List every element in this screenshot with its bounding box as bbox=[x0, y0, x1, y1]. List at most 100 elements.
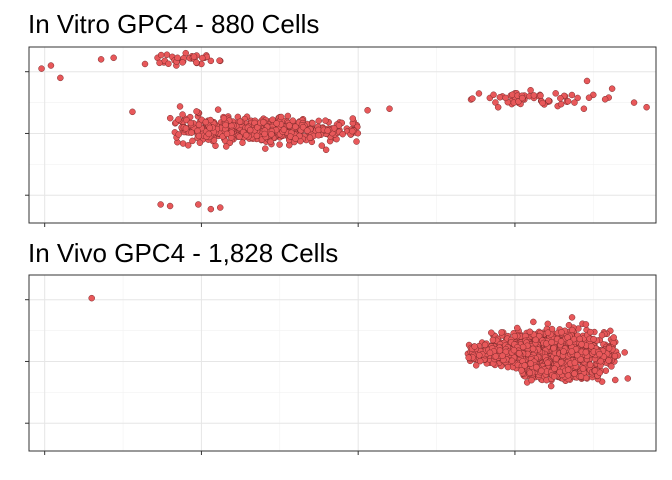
data-point bbox=[276, 141, 283, 148]
data-point bbox=[476, 357, 484, 365]
data-point bbox=[557, 359, 565, 366]
data-point bbox=[498, 329, 505, 336]
data-point bbox=[565, 321, 573, 329]
data-point bbox=[598, 332, 606, 339]
grid-lines bbox=[29, 275, 656, 451]
data-point bbox=[518, 367, 525, 374]
data-point bbox=[571, 370, 578, 377]
points bbox=[88, 294, 632, 390]
data-point bbox=[499, 352, 506, 360]
data-point bbox=[630, 99, 638, 106]
data-point bbox=[596, 350, 603, 358]
data-point bbox=[174, 54, 181, 62]
panel-border bbox=[28, 46, 657, 224]
data-point bbox=[364, 107, 371, 114]
data-point bbox=[605, 357, 612, 364]
data-point bbox=[166, 202, 174, 210]
data-point bbox=[188, 129, 195, 136]
data-point bbox=[519, 343, 527, 351]
data-point bbox=[496, 347, 504, 354]
data-point bbox=[578, 341, 585, 348]
data-point bbox=[587, 328, 594, 336]
data-point bbox=[268, 131, 275, 138]
data-point bbox=[175, 116, 182, 123]
data-point bbox=[284, 112, 292, 120]
data-point bbox=[504, 363, 512, 371]
data-point bbox=[564, 98, 572, 105]
data-point bbox=[568, 91, 576, 99]
data-point bbox=[210, 137, 218, 144]
data-point bbox=[322, 146, 330, 154]
data-point bbox=[292, 123, 299, 131]
data-point bbox=[588, 343, 595, 350]
data-point bbox=[544, 359, 551, 367]
data-point bbox=[349, 127, 356, 135]
data-point bbox=[339, 130, 346, 138]
data-point bbox=[586, 361, 594, 368]
data-point bbox=[530, 92, 538, 99]
data-point bbox=[513, 324, 521, 332]
data-point bbox=[195, 121, 203, 129]
data-point bbox=[216, 57, 223, 64]
data-point bbox=[471, 343, 478, 350]
data-point bbox=[304, 127, 311, 134]
data-point bbox=[568, 348, 575, 355]
data-point bbox=[489, 336, 497, 344]
data-point bbox=[206, 124, 213, 132]
data-point bbox=[286, 122, 293, 129]
data-point bbox=[550, 373, 558, 380]
data-point bbox=[611, 352, 619, 360]
data-point bbox=[193, 108, 200, 115]
data-point bbox=[621, 349, 628, 356]
data-point bbox=[324, 127, 331, 134]
data-point bbox=[318, 142, 326, 149]
data-point bbox=[527, 360, 534, 367]
data-point bbox=[129, 108, 136, 116]
data-point bbox=[550, 344, 557, 352]
data-point bbox=[465, 354, 472, 361]
data-point bbox=[552, 355, 560, 363]
data-point bbox=[580, 105, 588, 112]
data-point bbox=[353, 138, 360, 145]
data-point bbox=[537, 92, 544, 99]
data-point bbox=[533, 363, 540, 371]
data-point bbox=[492, 353, 499, 360]
data-point bbox=[558, 328, 565, 336]
data-point bbox=[267, 138, 274, 146]
data-point bbox=[269, 116, 276, 123]
panel-in-vivo bbox=[25, 274, 657, 455]
data-point bbox=[165, 60, 172, 68]
data-point bbox=[57, 74, 64, 82]
data-point bbox=[597, 357, 604, 365]
data-point bbox=[187, 119, 194, 127]
data-point bbox=[222, 121, 229, 129]
data-point bbox=[223, 130, 231, 138]
points bbox=[38, 49, 650, 213]
data-point bbox=[552, 90, 559, 97]
data-point bbox=[526, 369, 534, 377]
data-point bbox=[349, 115, 357, 122]
data-point bbox=[182, 125, 190, 132]
data-point bbox=[253, 132, 261, 140]
data-point bbox=[494, 104, 502, 111]
data-point bbox=[179, 59, 186, 66]
data-point bbox=[88, 294, 95, 302]
data-point bbox=[529, 345, 537, 353]
data-point bbox=[166, 114, 174, 122]
data-point bbox=[309, 119, 316, 127]
data-point bbox=[475, 90, 483, 97]
data-point bbox=[261, 130, 268, 138]
data-point bbox=[519, 94, 526, 102]
data-point bbox=[157, 201, 164, 208]
data-point bbox=[601, 96, 609, 103]
data-point bbox=[220, 115, 228, 122]
data-point bbox=[590, 335, 597, 343]
data-point bbox=[515, 350, 523, 357]
data-point bbox=[289, 117, 297, 124]
data-point bbox=[566, 339, 573, 346]
data-point bbox=[195, 201, 202, 208]
data-point bbox=[527, 86, 534, 94]
data-point bbox=[195, 132, 203, 140]
data-point bbox=[277, 113, 285, 121]
data-point bbox=[163, 51, 171, 58]
